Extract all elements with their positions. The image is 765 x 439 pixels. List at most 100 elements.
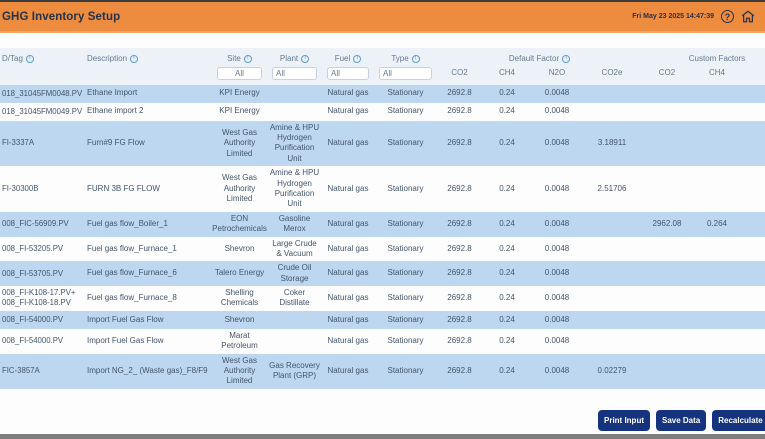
table-row[interactable]: 018_31045FM0049.PV Ethane import 2 KPI E…	[0, 103, 765, 121]
info-icon[interactable]: i	[353, 54, 362, 63]
cell-custom-co2	[642, 286, 692, 311]
cell-n2o: 0.0048	[544, 88, 570, 98]
print-input-button[interactable]: Print Input	[598, 410, 650, 431]
cell-plant	[267, 311, 322, 329]
cell-co2: 2692.8	[447, 336, 472, 346]
cell-site: Shevron	[224, 314, 255, 324]
cell-co2e: 3.18911	[597, 138, 627, 148]
table-row[interactable]: FI-3337A Furn#9 FG Flow West Gas Authori…	[0, 120, 765, 167]
cell-custom-n2o	[742, 166, 765, 212]
cell-custom-n2o	[742, 121, 765, 167]
info-icon[interactable]: i	[411, 54, 420, 63]
subheader-custom-co2: CO2	[658, 67, 676, 77]
cell-description: Fuel gas flow_Furnace_6	[87, 268, 177, 278]
cell-ch4: 0.24	[499, 218, 515, 228]
table-body: 018_31045FM0048.PV Ethane Import KPI Ene…	[0, 84, 765, 389]
window-bottom-edge	[0, 434, 765, 439]
cell-fuel: Natural gas	[327, 88, 369, 98]
column-header-site: Site i	[212, 52, 267, 66]
cell-plant: Gasoline Merox	[278, 213, 311, 234]
column-header-description: Description i	[85, 52, 212, 66]
cell-plant: Gas Recovery Plant (GRP)	[269, 360, 320, 381]
info-icon[interactable]: i	[130, 54, 139, 63]
cell-fuel: Natural gas	[327, 243, 369, 253]
cell-co2e: 2.51706	[597, 183, 627, 193]
cell-custom-co2	[642, 354, 692, 389]
cell-site: Marat Petroleum	[221, 330, 258, 351]
cell-custom-co2	[642, 261, 692, 286]
help-icon[interactable]: ?	[721, 10, 734, 23]
cell-n2o: 0.0048	[544, 106, 570, 116]
table-header-labels: D/Tag i Description i Site i Plant i Fue…	[0, 52, 765, 66]
cell-id: FI-30300B	[2, 183, 39, 193]
cell-type: Stationary	[387, 268, 424, 278]
info-icon[interactable]: i	[25, 54, 34, 63]
cell-plant	[267, 329, 322, 354]
type-filter[interactable]: All	[379, 66, 432, 80]
footer-actions: Print Input Save Data Recalculate	[598, 410, 765, 431]
cell-co2: 2692.8	[447, 268, 472, 278]
info-icon[interactable]: i	[301, 54, 310, 63]
subheader-n2o: N2O	[548, 67, 566, 77]
column-header-plant: Plant i	[267, 52, 322, 66]
cell-site: West Gas Authority Limited	[222, 173, 257, 204]
cell-co2: 2692.8	[447, 314, 472, 324]
table-row[interactable]: 018_31045FM0048.PV Ethane Import KPI Ene…	[0, 84, 765, 103]
column-header-id: D/Tag i	[0, 52, 85, 66]
cell-site: KPI Energy	[219, 106, 260, 116]
cell-plant	[267, 85, 322, 103]
cell-co2e	[582, 103, 642, 121]
cell-co2e	[582, 261, 642, 286]
table-row[interactable]: 008_FI-54000.PV Import Fuel Gas Flow She…	[0, 310, 765, 329]
plant-filter[interactable]: All	[272, 66, 317, 80]
cell-type: Stationary	[387, 106, 424, 116]
spacer	[85, 66, 212, 85]
cell-custom-co2	[642, 121, 692, 167]
cell-n2o: 0.0048	[544, 138, 570, 148]
cell-co2: 2692.8	[447, 138, 472, 148]
cell-custom-ch4: 0.264	[706, 218, 728, 228]
subheader-custom-n2o	[742, 66, 765, 85]
cell-ch4: 0.24	[499, 106, 515, 116]
cell-co2: 2692.8	[447, 106, 472, 116]
inventory-table: D/Tag i Description i Site i Plant i Fue…	[0, 48, 765, 389]
cell-custom-co2	[642, 85, 692, 103]
cell-custom-n2o	[742, 286, 765, 311]
info-icon[interactable]: i	[562, 54, 571, 63]
cell-custom-ch4	[692, 85, 742, 103]
save-data-button[interactable]: Save Data	[656, 410, 707, 431]
cell-ch4: 0.24	[499, 183, 515, 193]
cell-co2e	[582, 286, 642, 311]
fuel-filter[interactable]: All	[327, 66, 369, 80]
info-icon[interactable]: i	[243, 54, 252, 63]
table-row[interactable]: 008_FI-53705.PV Fuel gas flow_Furnace_6 …	[0, 261, 765, 287]
cell-fuel: Natural gas	[327, 183, 369, 193]
cell-type: Stationary	[387, 293, 424, 303]
home-icon[interactable]	[741, 10, 755, 23]
table-row[interactable]: FIC-3857A Import NG_2_ (Waste gas)_F8/F9…	[0, 353, 765, 389]
cell-description: FURN 3B FG FLOW	[87, 183, 160, 193]
cell-id: 018_31045FM0049.PV	[2, 106, 83, 116]
table-row[interactable]: 008_FI-K108-17.PV+ 008_FI-K108-18.PV Fue…	[0, 286, 765, 311]
table-row[interactable]: 008_FI-54000.PV Import Fuel Gas Flow Mar…	[0, 329, 765, 354]
cell-ch4: 0.24	[499, 243, 515, 253]
cell-plant: Crude Oil Storage	[277, 263, 312, 283]
cell-type: Stationary	[387, 138, 424, 148]
cell-co2: 2692.8	[447, 293, 472, 303]
table-row[interactable]: 008_FIC-56909.PV Fuel gas flow_Boiler_1 …	[0, 211, 765, 237]
cell-n2o: 0.0048	[544, 293, 570, 303]
cell-type: Stationary	[387, 366, 424, 376]
cell-custom-ch4	[692, 237, 742, 262]
cell-site: KPI Energy	[219, 88, 260, 98]
cell-type: Stationary	[387, 88, 424, 98]
table-row[interactable]: FI-30300B FURN 3B FG FLOW West Gas Autho…	[0, 166, 765, 212]
table-row[interactable]: 008_FI-53205.PV Fuel gas flow_Furnace_1 …	[0, 237, 765, 262]
cell-n2o: 0.0048	[544, 183, 570, 193]
cell-custom-ch4	[692, 166, 742, 212]
cell-id: 008_FI-53705.PV	[2, 268, 64, 278]
cell-custom-co2	[642, 311, 692, 329]
cell-custom-ch4	[692, 311, 742, 329]
recalculate-button[interactable]: Recalculate	[712, 410, 765, 431]
cell-custom-n2o	[742, 329, 765, 354]
site-filter[interactable]: All	[217, 66, 262, 80]
